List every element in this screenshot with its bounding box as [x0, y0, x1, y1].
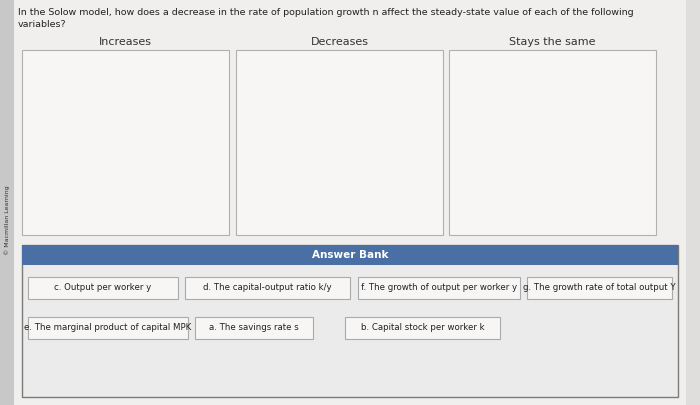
Text: g. The growth rate of total output Y: g. The growth rate of total output Y [523, 284, 676, 292]
FancyBboxPatch shape [22, 245, 678, 397]
FancyBboxPatch shape [449, 50, 656, 235]
Text: Stays the same: Stays the same [510, 37, 596, 47]
Text: e. The marginal product of capital MPK: e. The marginal product of capital MPK [25, 324, 192, 333]
FancyBboxPatch shape [236, 50, 443, 235]
Text: a. The savings rate s: a. The savings rate s [209, 324, 299, 333]
FancyBboxPatch shape [195, 317, 313, 339]
FancyBboxPatch shape [28, 317, 188, 339]
Text: In the Solow model, how does a decrease in the rate of population growth n affec: In the Solow model, how does a decrease … [18, 8, 634, 17]
Text: Increases: Increases [99, 37, 152, 47]
Text: b. Capital stock per worker k: b. Capital stock per worker k [360, 324, 484, 333]
Text: d. The capital-output ratio k/y: d. The capital-output ratio k/y [203, 284, 332, 292]
FancyBboxPatch shape [14, 0, 686, 405]
FancyBboxPatch shape [527, 277, 672, 299]
Text: Answer Bank: Answer Bank [312, 250, 388, 260]
FancyBboxPatch shape [185, 277, 350, 299]
FancyBboxPatch shape [28, 277, 178, 299]
Text: Decreases: Decreases [311, 37, 368, 47]
Text: f. The growth of output per worker y: f. The growth of output per worker y [361, 284, 517, 292]
FancyBboxPatch shape [345, 317, 500, 339]
Text: variables?: variables? [18, 20, 66, 29]
Text: c. Output per worker y: c. Output per worker y [55, 284, 152, 292]
FancyBboxPatch shape [358, 277, 520, 299]
Text: © Macmillan Learning: © Macmillan Learning [4, 185, 10, 255]
FancyBboxPatch shape [0, 0, 14, 405]
FancyBboxPatch shape [22, 245, 678, 265]
FancyBboxPatch shape [22, 50, 229, 235]
